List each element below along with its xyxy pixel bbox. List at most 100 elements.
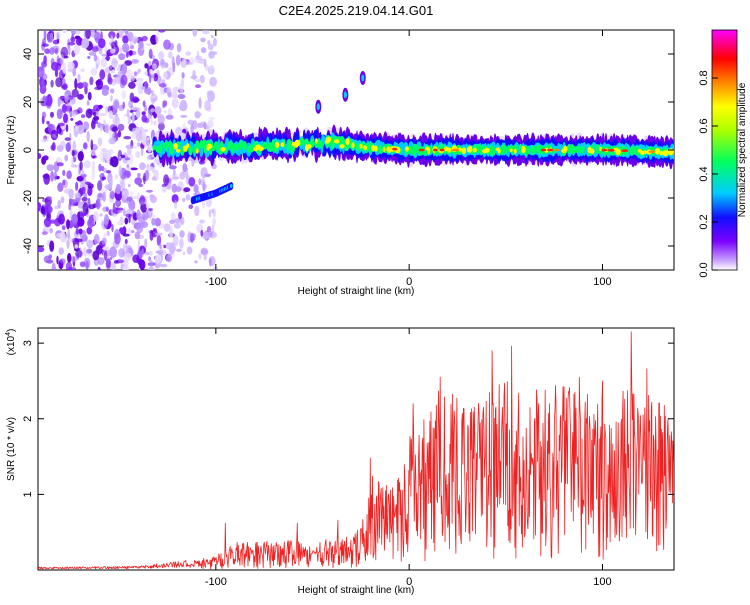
colorbar-tick-label: 0.8 [698,70,710,85]
noise-speckle [159,243,162,250]
noise-speckle [97,266,101,270]
noise-speckle [207,119,214,128]
noise-speckle [55,77,63,88]
noise-speckle [160,85,166,95]
noise-speckle [104,106,109,114]
spectrogram-ytick-label: 0 [22,147,34,153]
noise-speckle [124,252,132,261]
upper-spike-core [343,91,347,99]
noise-speckle [120,74,128,86]
band-blob [563,145,568,152]
band-blob [382,146,386,152]
noise-speckle [85,260,89,270]
noise-speckle [112,202,116,211]
noise-speckle [97,257,105,265]
noise-speckle [156,234,162,247]
noise-speckle [197,59,205,64]
noise-speckle [74,192,81,199]
noise-speckle [151,229,158,238]
noise-speckle [144,238,148,248]
noise-speckle [91,120,96,130]
noise-speckle [173,235,179,247]
noise-speckle [47,196,52,200]
noise-speckle [185,61,193,66]
band-halo [499,135,504,140]
noise-speckle [70,256,78,263]
noise-speckle [86,130,90,143]
noise-speckle [165,114,174,120]
noise-speckle [78,207,82,212]
noise-speckle [75,250,83,258]
snr-xlabel: Height of straight line (km) [298,585,415,596]
noise-speckle [56,255,59,265]
noise-speckle [43,217,52,228]
noise-speckle [190,232,194,243]
noise-speckle [189,57,195,62]
noise-speckle [62,30,67,34]
noise-speckle [108,31,116,39]
noise-speckle [91,46,99,53]
noise-speckle [152,63,157,70]
noise-speckle [43,55,47,65]
noise-speckle [69,199,78,204]
noise-speckle [104,149,111,161]
band-blob [152,145,156,151]
noise-speckle [102,168,108,174]
noise-speckle [198,178,201,186]
spectrogram-ylabel: Frequency (Hz) [6,116,17,185]
noise-speckle [46,164,55,172]
noise-speckle [118,165,123,177]
band-blob [643,150,647,155]
band-hotspot [540,148,547,152]
noise-speckle [93,115,100,121]
band-blob [581,145,585,153]
noise-speckle [73,44,81,55]
noise-speckle [110,156,119,168]
noise-speckle [126,166,132,172]
noise-speckle [114,40,118,48]
noise-speckle [74,125,79,132]
noise-speckle [171,194,179,204]
noise-speckle [132,97,140,103]
noise-speckle [113,116,121,126]
noise-speckle [106,259,112,267]
noise-speckle [121,189,129,198]
noise-speckle [186,246,193,255]
noise-speckle [58,247,64,256]
noise-speckle [161,186,167,193]
noise-speckle [104,214,109,226]
noise-speckle [57,96,61,108]
noise-speckle [117,123,125,131]
noise-speckle [98,104,103,110]
band-blob [164,141,169,152]
snr-ytick-label: 1 [22,491,34,497]
noise-speckle [100,57,108,68]
noise-speckle [131,112,135,123]
noise-speckle [118,155,122,160]
noise-speckle [163,244,167,249]
band-hotspot [418,148,425,152]
noise-speckle [50,144,56,151]
noise-speckle [200,229,204,237]
band-blob [363,145,368,151]
noise-speckle [107,77,113,85]
noise-speckle [133,71,138,77]
noise-speckle [158,250,164,253]
spectrogram-xtick-label: 0 [406,276,412,288]
noise-speckle [108,110,113,120]
noise-speckle [67,41,76,46]
noise-speckle [136,142,141,147]
noise-speckle [192,30,198,37]
snr-ytick-label: 2 [22,416,34,422]
noise-speckle [92,155,97,159]
band-blob [521,145,526,153]
noise-speckle [143,172,146,185]
noise-speckle [131,219,136,225]
band-halo [570,132,575,139]
noise-speckle [75,238,83,243]
noise-speckle [101,88,109,96]
noise-speckle [142,100,146,107]
snr-xtick-label: 0 [406,576,412,588]
noise-speckle [158,83,167,88]
band-blob [248,144,255,153]
